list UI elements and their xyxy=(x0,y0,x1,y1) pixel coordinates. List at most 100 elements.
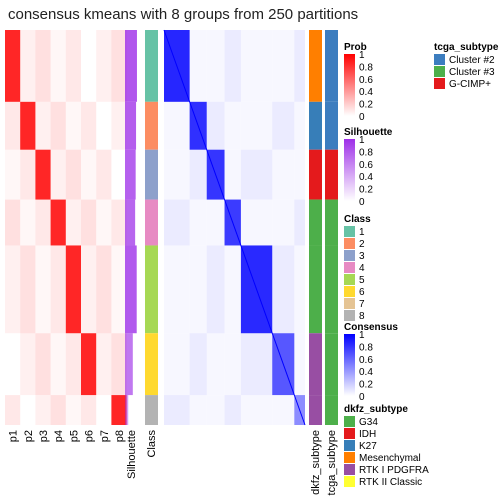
column-label: dkfz_subtype xyxy=(310,430,322,495)
class-legend-swatch xyxy=(344,298,355,309)
prob-legend-tick: 0 xyxy=(359,112,365,123)
prob-cell xyxy=(20,101,36,150)
consensus-offblock xyxy=(225,333,241,395)
consensus-offblock xyxy=(294,199,305,246)
dkfz-legend-swatch xyxy=(344,416,355,427)
silhouette-bar xyxy=(125,245,137,334)
dkfz-legend-swatch xyxy=(344,428,355,439)
dkfz-subtype-cell xyxy=(309,395,322,425)
prob-cell xyxy=(96,200,111,246)
consensus-offblock xyxy=(294,150,305,200)
silhouette-legend-colorbar xyxy=(344,139,355,201)
prob-cell xyxy=(50,149,66,200)
dkfz-legend-swatch xyxy=(344,476,355,487)
class-legend-swatch xyxy=(344,226,355,237)
dkfz-legend-swatch xyxy=(344,464,355,475)
prob-cell xyxy=(111,101,127,150)
prob-cell xyxy=(5,333,20,395)
consensus-offblock xyxy=(164,150,190,200)
prob-cell xyxy=(111,395,127,425)
silhouette-legend-title: Silhouette xyxy=(344,127,393,138)
consensus-offblock xyxy=(240,333,273,396)
dkfz-legend-label: Mesenchymal xyxy=(359,453,421,464)
column-label: p2 xyxy=(23,430,35,442)
consensus-offblock xyxy=(224,30,241,102)
dkfz-legend-label: G34 xyxy=(359,417,378,428)
consensus-offblock xyxy=(224,395,241,425)
consensus-diagonal xyxy=(163,29,306,426)
class-legend-swatch xyxy=(344,286,355,297)
tcga-legend-label: Cluster #2 xyxy=(449,55,495,66)
consensus-legend-tick: 0 xyxy=(359,392,365,403)
prob-cell xyxy=(5,150,20,200)
class-cell xyxy=(145,149,158,200)
tcga-legend-label: Cluster #3 xyxy=(449,67,495,78)
consensus-offblock xyxy=(272,101,295,150)
consensus-offblock xyxy=(206,245,225,334)
class-legend-swatch xyxy=(344,262,355,273)
tcga-subtype-cell xyxy=(325,395,338,425)
class-legend-label: 7 xyxy=(359,299,365,310)
consensus-offblock xyxy=(225,102,241,150)
prob-cell xyxy=(20,30,36,102)
prob-legend-tick: 0.6 xyxy=(359,75,373,86)
consensus-offblock xyxy=(272,245,295,334)
consensus-offblock xyxy=(294,102,305,150)
dkfz-legend-label: K27 xyxy=(359,441,377,452)
dkfz-legend-label: IDH xyxy=(359,429,376,440)
silhouette-legend-tick: 0.8 xyxy=(359,147,373,158)
consensus-legend-tick: 1 xyxy=(359,330,365,341)
class-cell xyxy=(145,395,158,425)
class-legend-label: 2 xyxy=(359,239,365,250)
consensus-offblock xyxy=(272,200,294,246)
prob-cell xyxy=(51,30,66,102)
consensus-offblock xyxy=(294,245,305,333)
class-legend-swatch xyxy=(344,274,355,285)
tcga-subtype-cell xyxy=(325,30,338,102)
consensus-offblock xyxy=(207,200,225,246)
prob-cell xyxy=(111,245,126,333)
silhouette-bar xyxy=(125,101,137,150)
tcga-legend-swatch xyxy=(434,66,445,77)
class-legend-swatch xyxy=(344,238,355,249)
silhouette-bar xyxy=(125,30,137,102)
prob-cell xyxy=(5,245,21,334)
prob-cell xyxy=(5,199,21,246)
prob-cell xyxy=(96,30,112,102)
prob-legend-tick: 1 xyxy=(359,50,365,61)
column-label: p5 xyxy=(68,430,80,442)
class-legend-swatch xyxy=(344,310,355,321)
consensus-offblock xyxy=(241,30,272,102)
tcga-legend-title: tcga_subtype xyxy=(434,42,499,53)
prob-cell xyxy=(65,30,81,102)
tcga-legend-swatch xyxy=(434,78,445,89)
prob-cell xyxy=(111,333,127,396)
consensus-legend-tick: 0.4 xyxy=(359,367,373,378)
silhouette-legend-tick: 1 xyxy=(359,135,365,146)
prob-cell xyxy=(96,395,111,425)
class-legend-swatch xyxy=(344,250,355,261)
prob-legend-title: Prob xyxy=(344,42,367,53)
class-legend-label: 5 xyxy=(359,275,365,286)
dkfz-legend-label: RTK I PDGFRA xyxy=(359,465,429,476)
dkfz-subtype-cell xyxy=(309,199,322,246)
prob-cell xyxy=(96,149,112,200)
prob-cell xyxy=(35,30,51,102)
prob-cell xyxy=(20,333,36,396)
class-annotation xyxy=(145,30,158,425)
subtype-annotations xyxy=(309,30,338,425)
silhouette-bar xyxy=(125,395,129,425)
prob-cell xyxy=(35,199,51,246)
consensus-offblock xyxy=(207,30,225,102)
dkfz-subtype-cell xyxy=(309,30,322,102)
consensus-offblock xyxy=(272,30,294,102)
prob-cell xyxy=(5,101,21,150)
consensus-offblock xyxy=(206,101,225,150)
tcga-legend-swatch xyxy=(434,54,445,65)
consensus-offblock xyxy=(164,395,190,425)
silhouette-annotation xyxy=(125,30,137,425)
consensus-offblock xyxy=(190,200,207,246)
silhouette-legend-tick: 0.4 xyxy=(359,172,373,183)
